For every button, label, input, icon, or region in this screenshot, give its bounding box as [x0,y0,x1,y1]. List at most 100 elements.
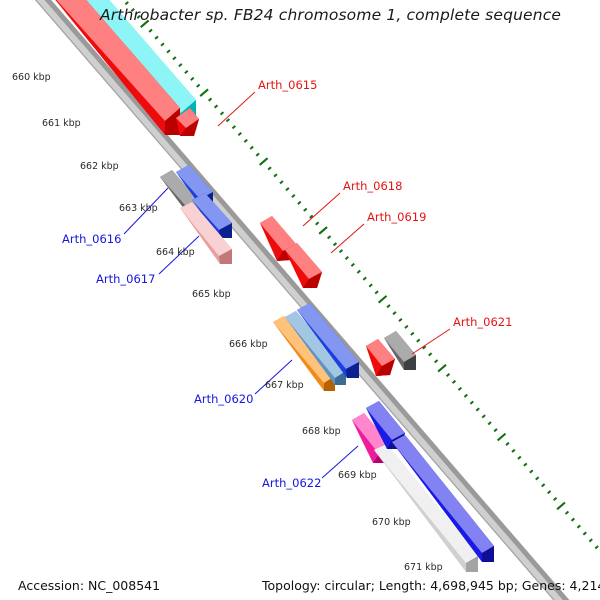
ruler-minor-tick [475,407,480,412]
ruler-tick-label: 671 kbp [404,562,443,573]
ruler-minor-tick [487,421,492,426]
ruler-tick-label: 660 kbp [12,72,51,83]
ruler-tick-label: 665 kbp [192,289,231,300]
ruler-minor-tick [225,118,231,123]
gene-label-arth_0621[interactable]: Arth_0621 [453,315,513,329]
bar-red-0619[interactable] [285,243,322,288]
ruler-major-tick [377,295,388,304]
gene-label-arth_0618[interactable]: Arth_0618 [343,179,403,193]
ruler-minor-tick [273,173,278,178]
ruler-major-tick [318,226,328,235]
ruler-minor-tick [374,290,379,295]
ruler-minor-tick [434,359,439,364]
ruler-tick-label: 670 kbp [372,517,411,528]
bar-gray-0621[interactable] [384,331,416,370]
leader-line-arth_0622 [321,445,359,479]
gene-label-arth_0622[interactable]: Arth_0622 [262,476,322,490]
ruler-minor-tick [350,262,355,267]
feature-bars-layer[interactable] [44,0,494,572]
bar-steelblue-0620[interactable] [285,311,346,385]
ruler-minor-tick [303,207,308,212]
ruler-minor-tick [505,441,510,446]
ruler-minor-tick [517,455,522,460]
ruler-minor-tick [297,200,302,205]
ruler-minor-tick [410,331,415,336]
bar-red-0615-tip[interactable] [176,108,199,136]
ruler-minor-tick [511,448,516,453]
ruler-minor-tick [172,56,177,61]
bar-blue-0620[interactable] [297,303,359,378]
gene-label-arth_0616[interactable]: Arth_0616 [62,232,122,246]
gene-label-arth_0620[interactable]: Arth_0620 [194,392,254,406]
ruler-minor-tick [309,214,314,219]
ruler-minor-tick [451,379,457,384]
gene-label-arth_0619[interactable]: Arth_0619 [367,210,427,224]
ruler-minor-tick [469,400,474,405]
ruler-minor-tick [463,393,468,398]
ruler-minor-tick [493,428,498,433]
ruler-minor-tick [422,345,427,350]
bar-blue-0622-b[interactable] [392,435,494,562]
label-leader-lines [123,91,451,479]
ruler-minor-tick [178,63,183,68]
ruler-minor-tick [338,249,344,254]
ruler-minor-tick [291,193,296,198]
ruler-minor-tick [445,373,451,378]
ruler-minor-tick [457,386,462,391]
accession-text: Accession: NC_008541 [18,578,161,593]
ruler-minor-tick [523,462,528,467]
ruler-minor-tick [148,28,153,33]
ruler-minor-tick [541,483,546,488]
ruler-minor-tick [190,76,195,81]
ruler-minor-tick [326,235,332,240]
leader-line-arth_0616 [123,187,169,235]
ruler-minor-tick [267,166,272,171]
ruler-minor-tick [404,324,409,329]
bar-ltgray-0622[interactable] [374,444,478,572]
gene-label-arth_0617[interactable]: Arth_0617 [96,272,156,286]
ruler-major-tick [496,432,507,442]
ruler-minor-tick [154,35,159,40]
bar-red-0621-small[interactable] [366,339,395,376]
ruler-minor-tick [136,14,141,19]
leader-line-arth_0618 [302,192,341,227]
ruler-minor-tick [594,545,599,550]
ruler-minor-tick [362,276,367,281]
ruler-minor-tick [285,187,290,192]
ruler-tick-label: 661 kbp [42,118,81,129]
ruler-minor-tick [552,497,558,502]
ruler-minor-tick [368,283,373,288]
ruler-minor-tick [166,49,171,54]
leader-line-arth_0620 [254,359,293,395]
ruler-minor-tick [481,414,486,419]
page-title: Arthrobacter sp. FB24 chromosome 1, comp… [100,6,562,24]
ruler-major-tick [140,19,150,29]
ruler-tick-track [124,1,599,550]
ruler-minor-tick [160,42,165,47]
ruler-major-tick [437,363,447,373]
ruler-tick-label: 663 kbp [119,203,158,214]
bar-red-0615-gene[interactable] [44,0,180,135]
ruler-minor-tick [196,83,201,88]
ruler-minor-tick [207,97,213,102]
ruler-minor-tick [344,255,349,260]
ruler-tick-label: 662 kbp [80,161,119,172]
ruler-minor-tick [213,104,219,109]
ruler-major-tick [259,157,269,166]
ruler-minor-tick [219,111,225,116]
ruler-minor-tick [570,517,576,522]
ruler-minor-tick [582,531,587,536]
ruler-minor-tick [356,269,361,274]
sequence-backbone[interactable] [15,0,592,600]
ruler-major-tick [556,501,566,511]
ruler-minor-tick [315,221,320,226]
bar-blue-0616-b[interactable] [192,193,232,238]
leader-line-arth_0617 [158,235,200,275]
ruler-minor-tick [255,152,260,157]
bar-salmon-0617[interactable] [180,202,232,264]
gene-label-arth_0615[interactable]: Arth_0615 [258,78,318,92]
ruler-minor-tick [416,338,421,343]
ruler-minor-tick [130,8,135,13]
